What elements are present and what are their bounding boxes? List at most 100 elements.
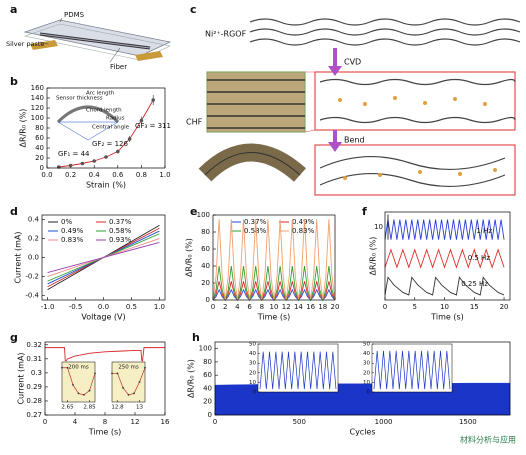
x-tick-label: 1.0 xyxy=(159,171,170,179)
x-tick-label: 18 xyxy=(318,303,327,311)
x-tick-label: 16 xyxy=(161,418,170,426)
panel-letter: f xyxy=(362,205,367,218)
x-axis-label: Time (s) xyxy=(257,313,291,322)
annotation: 1 Hz xyxy=(476,227,492,235)
line xyxy=(384,219,505,240)
legend-label: 0.49% xyxy=(292,218,315,226)
legend-label: 0.83% xyxy=(61,236,84,244)
plot-frame xyxy=(46,87,166,169)
inset-y-tick-label: 50 xyxy=(249,342,256,348)
inset-y-tick-label: 20 xyxy=(249,370,256,376)
inset-y-tick-label: 0 xyxy=(253,390,257,396)
inset-label: Radius xyxy=(106,116,125,122)
y-tick-label: 40 xyxy=(201,262,210,270)
x-tick-label: -1.0 xyxy=(41,303,55,311)
x-tick-label: 0.6 xyxy=(112,171,124,179)
panel-letter: d xyxy=(10,205,18,218)
plot-frame xyxy=(214,341,511,416)
legend-label: 0.49% xyxy=(61,227,84,235)
x-tick-label: 0.5 xyxy=(126,303,137,311)
x-tick-label: -0.5 xyxy=(69,303,83,311)
x-tick-label: 12 xyxy=(282,303,291,311)
inset-point xyxy=(83,393,85,396)
inset-x-tick-label: 2.85 xyxy=(83,405,96,411)
panel-letter: c xyxy=(190,3,197,16)
inset-label: Central angle xyxy=(92,125,130,131)
x-tick-label: 8 xyxy=(103,418,107,426)
plot-frame xyxy=(212,214,336,301)
inset-point xyxy=(127,393,130,396)
inset-point xyxy=(88,389,91,392)
plot-frame xyxy=(41,214,166,301)
inset-point xyxy=(138,381,141,383)
label: Silver paste xyxy=(6,40,44,48)
x-tick-label: 0 xyxy=(383,303,387,311)
legend-label: 0.93% xyxy=(109,236,132,244)
legend-label: 0% xyxy=(61,218,72,226)
x-axis-label: Time (s) xyxy=(88,428,122,437)
annotation: GF₁ = 44 xyxy=(58,150,90,158)
inset-label: Sensor thickness xyxy=(56,96,103,102)
x-tick-label: 0 xyxy=(43,418,47,426)
point xyxy=(68,163,73,168)
y-axis-label: ΔR/R₀ (%) xyxy=(185,238,194,277)
annotation: 0.5 Hz xyxy=(468,254,491,262)
scale-bar-label: 10 xyxy=(374,223,383,231)
inset-x-tick-label: 12.8 xyxy=(111,405,124,411)
inset-chord xyxy=(57,121,119,141)
y-tick-label: 0.32 xyxy=(26,341,42,349)
y-tick-label: 0.0 xyxy=(28,254,39,262)
point xyxy=(80,161,85,166)
point xyxy=(139,118,144,123)
inset-line xyxy=(259,351,337,390)
y-tick-label: 100 xyxy=(31,114,44,122)
x-tick-label: 20 xyxy=(331,303,340,311)
y-axis-label: ΔR/R₀ (%) xyxy=(187,359,196,398)
y-tick-label: 0.4 xyxy=(28,216,40,224)
x-tick-label: 12 xyxy=(131,418,140,426)
panel-letter: h xyxy=(192,331,200,344)
inset-point xyxy=(61,366,63,369)
inset-label: Chord length xyxy=(86,108,122,114)
y-tick-label: 60 xyxy=(201,245,210,253)
material-diagram xyxy=(198,18,521,196)
inset-y-tick-label: 30 xyxy=(363,361,370,367)
point xyxy=(92,159,96,163)
y-tick-label: 80 xyxy=(35,124,44,132)
y-axis-label: Current (mA) xyxy=(14,231,23,283)
inset-y-tick-label: 50 xyxy=(363,342,370,348)
label: PDMS xyxy=(64,11,85,19)
y-tick-label: -0.4 xyxy=(25,291,39,299)
x-tick-label: 16 xyxy=(306,303,315,311)
panel-letter: e xyxy=(190,205,197,218)
x-tick-label: 0 xyxy=(211,303,215,311)
x-tick-label: 0.2 xyxy=(65,171,76,179)
plot-frame xyxy=(384,211,511,301)
y-tick-label: 20 xyxy=(201,279,210,287)
inset-label: Arc length xyxy=(86,91,115,97)
panel-letter: g xyxy=(10,331,18,344)
y-tick-label: 0 xyxy=(40,164,44,172)
inset-point xyxy=(66,366,69,369)
point xyxy=(151,98,155,102)
inset-point xyxy=(116,372,119,375)
inset-point xyxy=(94,372,96,375)
inset-y-tick-label: 10 xyxy=(363,380,370,386)
x-axis-label: Voltage (V) xyxy=(81,313,125,322)
x-tick-label: 5 xyxy=(413,303,417,311)
y-tick-label: 0.29 xyxy=(26,383,42,391)
x-axis-label: Cycles xyxy=(349,428,375,437)
inset-y-tick-label: 10 xyxy=(249,380,256,386)
label: CHF xyxy=(186,118,203,127)
y-tick-label: 20 xyxy=(203,398,212,406)
inset-y-tick-label: 20 xyxy=(363,370,370,376)
x-tick-label: 4 xyxy=(73,418,78,426)
x-tick-label: 1500 xyxy=(459,418,477,426)
x-tick-label: 2 xyxy=(223,303,227,311)
point xyxy=(127,137,132,141)
label: Fiber xyxy=(110,63,127,71)
inset-frame xyxy=(371,343,453,393)
x-tick-label: 15 xyxy=(470,303,479,311)
x-tick-label: 14 xyxy=(294,303,303,311)
